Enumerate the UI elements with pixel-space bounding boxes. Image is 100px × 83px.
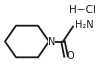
Text: H−Cl: H−Cl <box>69 5 95 15</box>
Text: O: O <box>67 51 74 61</box>
Text: H₂N: H₂N <box>75 20 94 30</box>
Text: N: N <box>48 37 55 46</box>
